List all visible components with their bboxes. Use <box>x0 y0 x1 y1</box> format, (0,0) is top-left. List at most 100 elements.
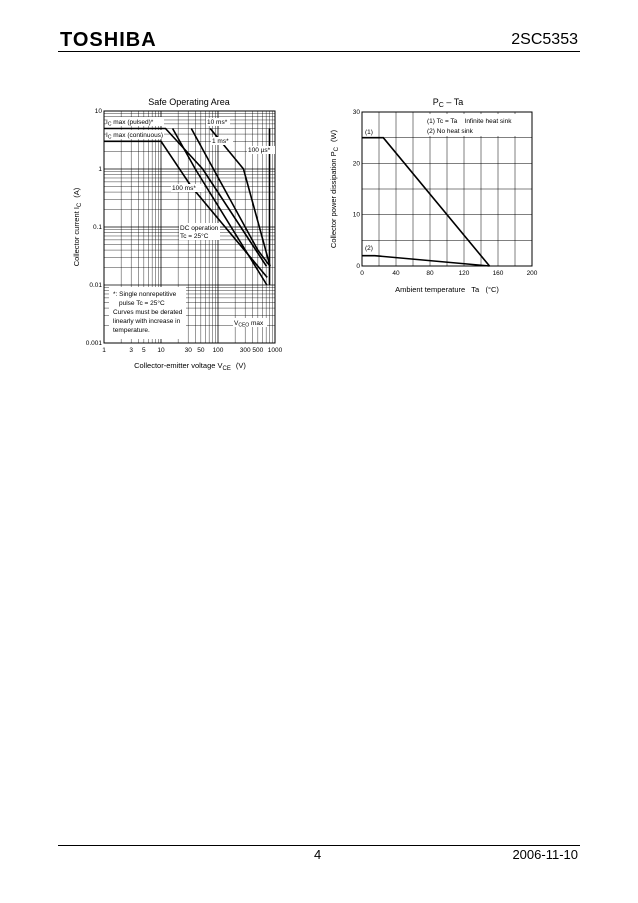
soa-ann-bg <box>179 223 220 240</box>
header-rule <box>58 51 580 52</box>
soa-note-box <box>109 287 186 339</box>
pcta-x-tick-label: 80 <box>426 270 434 277</box>
soa-ann-icmax-pulsed: IC max (pulsed)* <box>106 119 154 128</box>
pcta-series-label-bg <box>363 243 377 252</box>
document-date: 2006-11-10 <box>512 847 578 862</box>
soa-xlabel-symbol: V <box>218 361 223 370</box>
pcta-ylabel-sub: C <box>334 146 340 151</box>
soa-ann-vceo-symbol: V <box>234 320 239 327</box>
soa-series-line-4 <box>104 140 268 278</box>
pcta-ylabel-text: Collector power dissipation <box>329 158 338 248</box>
soa-y-tick-label: 1 <box>98 166 102 173</box>
soa-ann-100ms: 100 ms* <box>172 185 196 192</box>
soa-x-tick-label: 3 <box>129 347 133 354</box>
soa-ann-icmax-cont: IC max (continuous) <box>106 132 163 141</box>
soa-ylabel-symbol: I <box>72 207 81 209</box>
soa-ann-bg <box>106 117 164 126</box>
soa-ann-icmax-pulsed-symbol: I <box>106 119 108 126</box>
pcta-series-label-1: (1) <box>365 129 373 136</box>
pcta-ylabel-unit: (W) <box>329 129 338 142</box>
pcta-legend-2: (2) No heat sink <box>427 128 474 135</box>
pcta-y-tick-label: 0 <box>356 263 360 270</box>
brand-logo: TOSHIBA <box>60 29 157 51</box>
soa-x-tick-label: 10 <box>157 347 165 354</box>
pcta-x-tick-label: 160 <box>493 270 504 277</box>
soa-ann-vceo: VCEO max <box>234 320 264 329</box>
soa-x-tick-label: 50 <box>197 347 205 354</box>
soa-ann-icmax-pulsed-sub: C <box>108 122 112 128</box>
soa-ann-icmax-cont-symbol: I <box>106 132 108 139</box>
soa-ticks: 1 3 5 10 30 50 100 300 500 1000 0.001 0.01 0.1 1 10 <box>86 108 283 354</box>
soa-title: Safe Operating Area <box>148 97 230 107</box>
soa-ann-dc: DC operation <box>180 225 219 232</box>
pcta-legend-1: (1) Tc = Ta Infinite heat sink <box>427 118 512 125</box>
soa-note-line: pulse Tc = 25°C <box>119 299 165 307</box>
soa-ann-vceo-rest: max <box>249 320 264 327</box>
pcta-title-rest: – Ta <box>444 97 463 107</box>
pcta-series <box>362 136 491 267</box>
pcta-y-tick-label: 10 <box>353 212 361 219</box>
soa-ann-10ms: 10 ms* <box>207 119 228 126</box>
soa-ann-bg <box>211 137 233 145</box>
pcta-x-tick-label: 120 <box>459 270 470 277</box>
soa-y-tick-label: 10 <box>95 108 103 115</box>
soa-x-tick-label: 1 <box>102 347 106 354</box>
soa-ylabel: Collector current IC (A) <box>72 187 83 266</box>
pcta-series-line-1 <box>362 254 490 267</box>
soa-ann-icmax-pulsed-rest: max (pulsed)* <box>111 119 153 126</box>
soa-ylabel-unit: (A) <box>72 187 81 198</box>
soa-note-line: temperature. <box>113 327 150 334</box>
pcta-title-sub: C <box>439 102 444 109</box>
soa-x-tick-label: 5 <box>142 347 146 354</box>
pcta-ylabel: Collector power dissipation PC (W) <box>329 129 340 248</box>
pcta-series-label-2: (2) <box>365 245 373 252</box>
pcta-y-tick-label: 20 <box>353 160 361 167</box>
soa-series-line-1 <box>190 128 271 267</box>
footer-rule <box>58 845 580 846</box>
page-number: 4 <box>314 847 322 862</box>
soa-ann-bg <box>171 184 204 192</box>
pcta-ticks: 0 40 80 120 160 200 0 10 20 30 <box>353 109 538 277</box>
pcta-series-line-0 <box>362 136 491 267</box>
soa-xlabel-unit: (V) <box>236 361 247 370</box>
soa-ylabel-sub: C <box>77 202 83 207</box>
soa-frame <box>103 110 276 344</box>
soa-ann-dc-tc: Tc = 25°C <box>180 232 209 240</box>
soa-xlabel-sub: CE <box>223 366 231 372</box>
soa-y-tick-label: 0.01 <box>89 282 102 289</box>
soa-y-tick-label: 0.1 <box>93 224 102 231</box>
pcta-title-symbol: P <box>433 97 439 107</box>
soa-x-tick-label: 500 <box>252 347 263 354</box>
pcta-x-tick-label: 200 <box>527 270 538 277</box>
soa-ann-icmax-cont-rest: max (continuous) <box>111 132 163 139</box>
soa-ann-bg <box>247 146 275 154</box>
soa-x-tick-label: 100 <box>213 347 224 354</box>
soa-chart: Safe Operating Area 1 3 5 10 30 50 100 300 500 10… <box>72 97 283 372</box>
soa-x-tick-label: 300 <box>240 347 251 354</box>
pcta-x-tick-label: 0 <box>360 270 364 277</box>
soa-ylabel-text: Collector current <box>72 210 81 266</box>
soa-ann-bg <box>233 318 267 327</box>
soa-ann-bg <box>106 130 164 139</box>
part-number: 2SC5353 <box>511 31 578 48</box>
soa-note-line: *: Single nonrepetitive <box>113 291 177 298</box>
soa-ann-bg <box>206 118 230 126</box>
soa-series-line-3 <box>171 128 268 286</box>
soa-note-line: linearly with increase in <box>113 318 181 325</box>
soa-x-tick-label: 30 <box>185 347 193 354</box>
pcta-legend-bg <box>421 114 523 136</box>
soa-ann-100us: 100 µs* <box>248 147 271 154</box>
pcta-frame <box>361 111 533 267</box>
soa-ann-icmax-cont-sub: C <box>108 135 112 141</box>
pcta-x-tick-label: 40 <box>392 270 400 277</box>
pcta-xlabel: Ambient temperature Ta (°C) <box>395 285 499 294</box>
pcta-title: PC – Ta <box>433 97 463 109</box>
pcta-ylabel-symbol: P <box>329 151 338 156</box>
pcta-series-label-bg <box>363 127 377 136</box>
soa-y-tick-label: 0.001 <box>86 340 103 347</box>
soa-ann-1ms: 1 ms* <box>212 138 229 145</box>
soa-xlabel: Collector-emitter voltage VCE (V) <box>134 361 246 372</box>
soa-note-line: Curves must be derated <box>113 309 183 316</box>
soa-ann-vceo-sub: CEO <box>238 323 249 329</box>
